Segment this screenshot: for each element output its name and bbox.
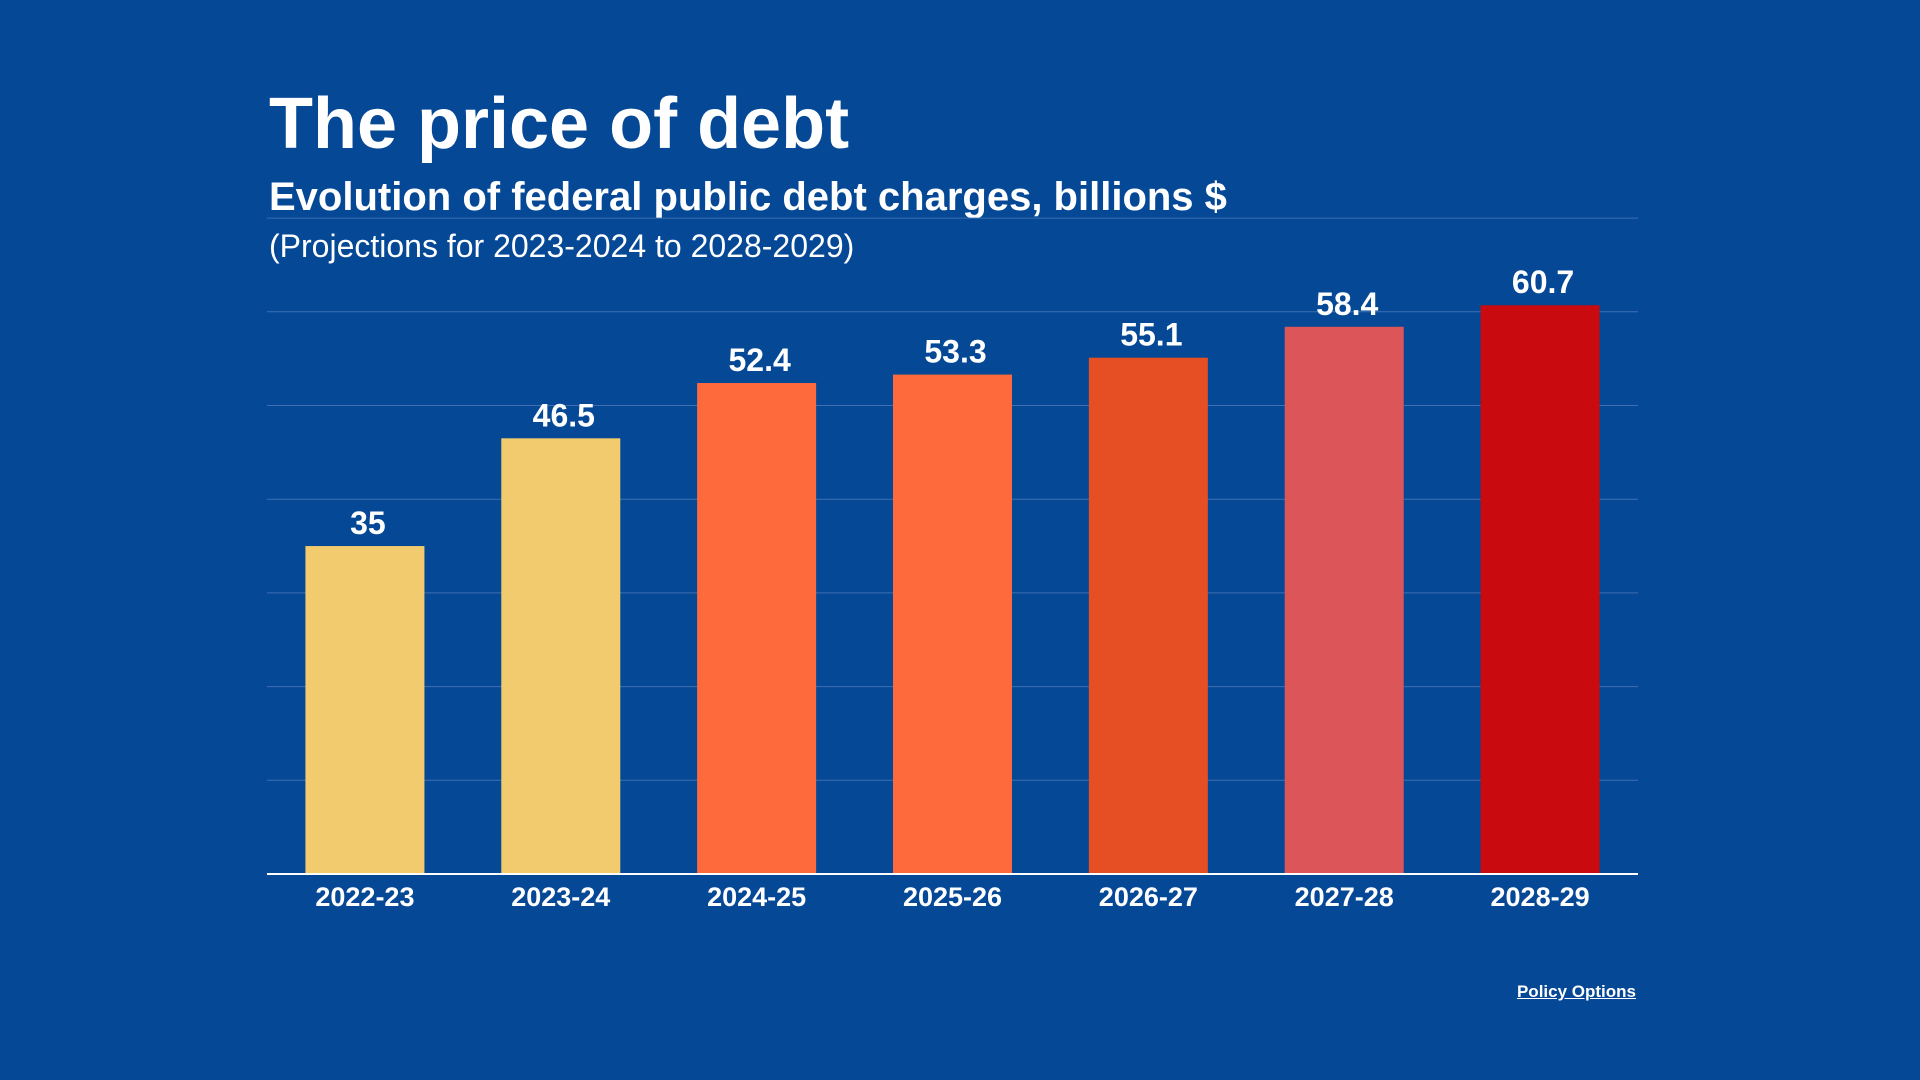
x-tick-label: 2028-29 [1491, 882, 1590, 912]
value-label: 55.1 [1120, 317, 1182, 353]
chart-subtitle: Evolution of federal public debt charges… [269, 175, 1227, 219]
value-label: 35 [350, 505, 386, 541]
x-tick-label: 2022-23 [315, 882, 414, 912]
value-label: 46.5 [533, 397, 595, 433]
chart-title: The price of debt [269, 84, 850, 164]
value-label: 60.7 [1512, 264, 1574, 300]
bar-2025-26 [893, 374, 1012, 874]
x-tick-label: 2025-26 [903, 882, 1002, 912]
chart-note: (Projections for 2023-2024 to 2028-2029) [269, 228, 855, 264]
x-tick-label: 2026-27 [1099, 882, 1198, 912]
bar-2026-27 [1088, 357, 1208, 874]
bar-2024-25 [697, 383, 817, 874]
value-label: 58.4 [1316, 286, 1378, 322]
bar-2023-24 [501, 438, 621, 874]
value-labels: 35 46.5 52.4 53.3 55.1 58.4 60.7 [350, 264, 1574, 541]
x-tick-label: 2024-25 [707, 882, 806, 912]
x-tick-label: 2023-24 [511, 882, 610, 912]
x-tick-labels: 2022-23 2023-24 2024-25 2025-26 2026-27 2027-… [315, 882, 1589, 912]
bar-2022-23 [305, 546, 425, 874]
bar-2027-28 [1284, 326, 1404, 874]
x-tick-label: 2027-28 [1295, 882, 1394, 912]
value-label: 52.4 [729, 342, 791, 378]
bars [305, 305, 1600, 875]
value-label: 53.3 [924, 334, 986, 370]
source-link[interactable]: Policy Options [1516, 982, 1636, 1001]
bar-2028-29 [1480, 305, 1600, 875]
